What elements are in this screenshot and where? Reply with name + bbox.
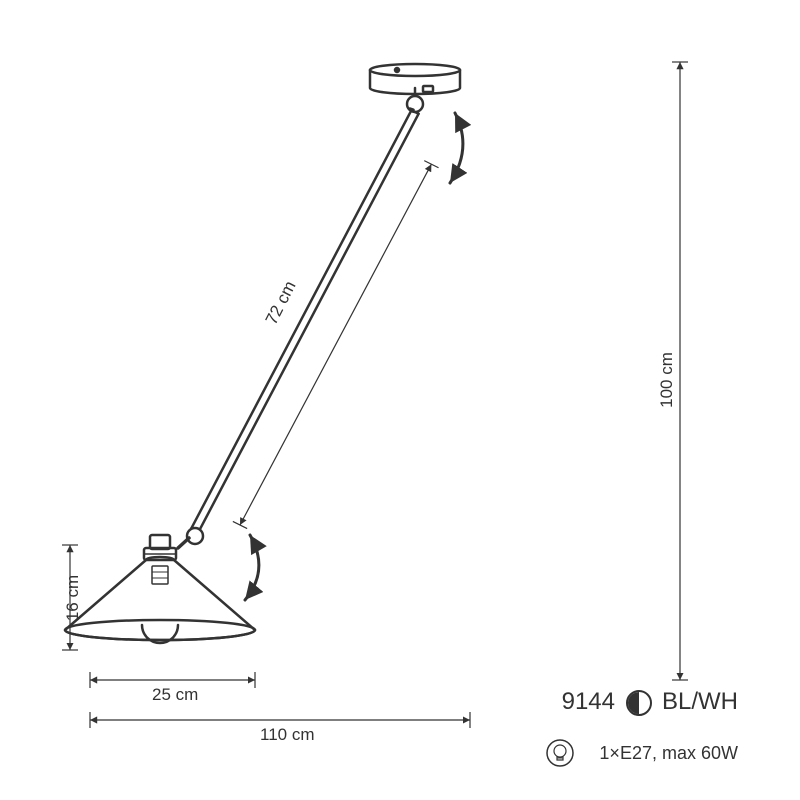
product-code: 9144 xyxy=(562,688,615,716)
finish-swatch-icon xyxy=(626,690,652,716)
lamp-diagram xyxy=(0,0,800,800)
dim-shade-diameter: 25 cm xyxy=(152,685,198,705)
bulb-spec: 1×E27, max 60W xyxy=(599,743,738,764)
dim-height-total: 100 cm xyxy=(657,352,677,408)
bulb-icon xyxy=(545,738,575,768)
dim-width-total: 110 cm xyxy=(260,725,315,745)
finish-label: BL/WH xyxy=(662,688,738,716)
dim-shade-height: 16 cm xyxy=(63,575,83,621)
